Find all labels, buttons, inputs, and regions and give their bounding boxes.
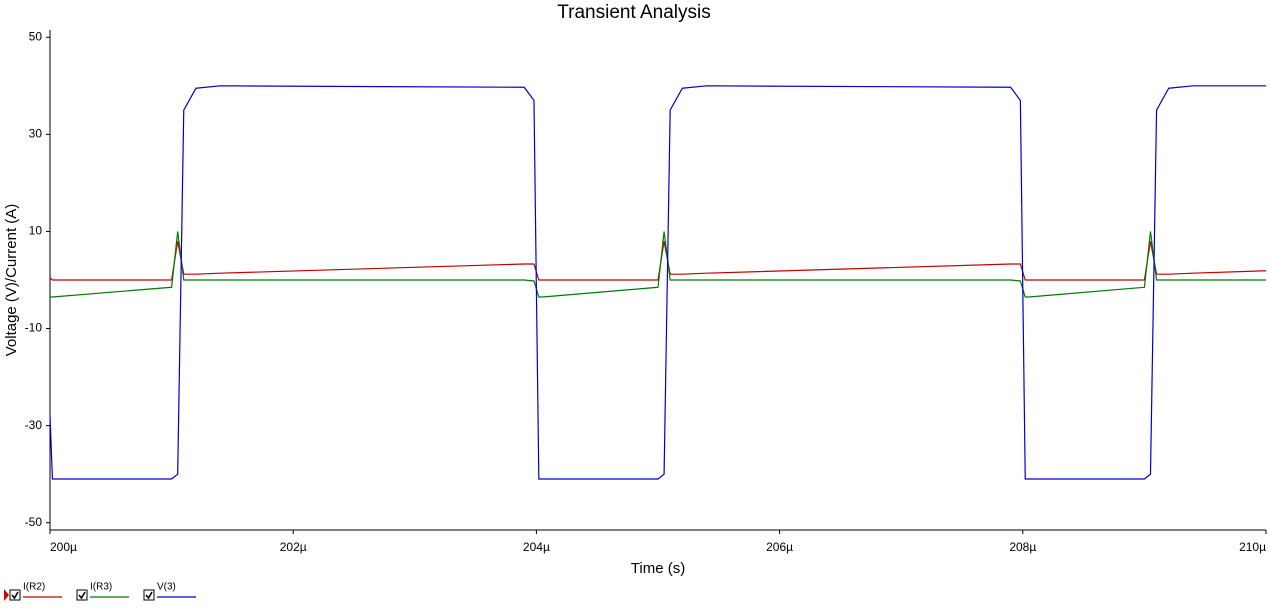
x-tick-label: 202µ	[280, 540, 307, 554]
legend-checkbox[interactable]	[76, 589, 88, 601]
series-line	[50, 231, 1266, 298]
x-tick-label: 200µ	[50, 540, 77, 554]
y-tick-label: -10	[25, 321, 43, 335]
series-line	[49, 241, 1267, 281]
legend-label: V(3)	[157, 582, 176, 593]
y-tick-label: 30	[29, 127, 43, 141]
chart-title: Transient Analysis	[557, 2, 710, 23]
legend-item: I(R2)	[9, 582, 62, 601]
x-tick-label: 206µ	[766, 540, 793, 554]
y-tick-label: -30	[25, 418, 43, 432]
legend-marker	[4, 589, 9, 601]
series-line	[49, 85, 1266, 480]
legend-item: V(3)	[143, 582, 196, 601]
legend-checkbox[interactable]	[143, 589, 155, 601]
x-tick-label: 208µ	[1009, 540, 1036, 554]
legend-check	[11, 591, 19, 600]
y-tick-label: -50	[25, 515, 43, 529]
legend-label: I(R3)	[90, 582, 112, 593]
legend-label: I(R2)	[23, 582, 45, 593]
x-tick-label: 210µ	[1239, 540, 1266, 554]
legend-check	[145, 591, 153, 600]
y-tick-label: 50	[29, 29, 43, 43]
legend-checkbox[interactable]	[9, 589, 21, 601]
y-axis-label: Voltage (V)/Current (A)	[3, 204, 20, 357]
x-axis-label: Time (s)	[631, 560, 685, 577]
x-tick-label: 204µ	[523, 540, 550, 554]
y-tick-label: 10	[29, 224, 43, 238]
legend-check	[78, 591, 86, 600]
legend-item: I(R3)	[76, 582, 129, 601]
